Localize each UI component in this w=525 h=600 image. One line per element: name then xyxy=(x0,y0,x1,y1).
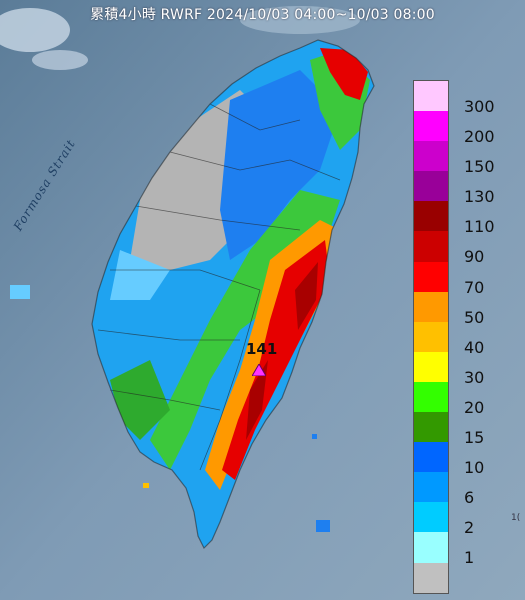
legend-label: 300 xyxy=(464,97,495,116)
legend-label: 6 xyxy=(464,488,475,508)
legend-label: 30 xyxy=(464,367,485,387)
legend-swatch xyxy=(414,111,448,142)
legend-label: 2 xyxy=(464,518,475,538)
legend-swatch xyxy=(414,321,448,352)
legend-label: 70 xyxy=(464,277,485,297)
legend-swatch xyxy=(414,442,448,473)
legend-label: 110 xyxy=(464,217,495,237)
station-label: 141 xyxy=(246,340,278,358)
legend-label: 200 xyxy=(464,127,495,147)
legend-label: 130 xyxy=(464,187,495,207)
county-boundaries xyxy=(91,39,375,550)
legend-label: 20 xyxy=(464,397,485,417)
legend-swatch xyxy=(414,291,448,322)
legend-swatch xyxy=(414,351,448,382)
legend-swatch xyxy=(414,141,448,172)
legend-label: 90 xyxy=(464,247,485,267)
cloud-patches xyxy=(0,6,360,70)
legend-swatch xyxy=(414,231,448,262)
legend-swatch xyxy=(414,261,448,292)
triangle-marker-icon xyxy=(252,364,266,376)
legend-label: 15 xyxy=(464,428,485,448)
legend-swatch xyxy=(414,171,448,202)
legend-swatch xyxy=(414,472,448,503)
legend-swatch xyxy=(414,532,448,563)
legend-swatch xyxy=(414,502,448,533)
legend-swatch xyxy=(414,412,448,443)
legend-label: 10 xyxy=(464,458,485,478)
legend-swatch xyxy=(414,201,448,232)
legend-swatch xyxy=(414,81,448,112)
legend-label: 1 xyxy=(464,548,475,568)
legend-label: 150 xyxy=(464,157,495,177)
map-title: 累積4小時 RWRF 2024/10/03 04:00~10/03 08:00 xyxy=(90,7,435,23)
legend-label: 40 xyxy=(464,337,485,357)
legend-color-bar xyxy=(413,80,449,594)
legend-label: 50 xyxy=(464,307,485,327)
offshore-islands xyxy=(10,285,330,532)
edge-label-fragment: 1( xyxy=(511,513,521,523)
legend-swatch xyxy=(414,562,448,593)
legend-labels: 300 200 150 130 110 90 70 50 40 30 20 15 10 6 2 1 xyxy=(452,92,522,574)
legend-swatch xyxy=(414,381,448,413)
